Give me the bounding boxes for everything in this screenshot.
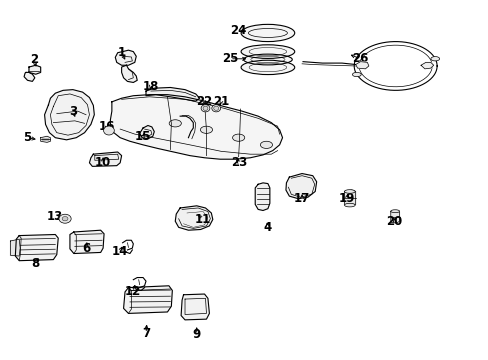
Text: 25: 25	[221, 52, 238, 65]
Text: 11: 11	[195, 213, 211, 226]
Text: 20: 20	[386, 215, 402, 228]
Text: 7: 7	[142, 327, 150, 340]
Text: 21: 21	[213, 95, 229, 108]
Text: 17: 17	[293, 192, 309, 205]
Ellipse shape	[211, 105, 220, 112]
Text: 24: 24	[230, 24, 246, 37]
Ellipse shape	[213, 106, 218, 111]
Polygon shape	[115, 50, 136, 65]
Text: 12: 12	[124, 285, 140, 298]
Text: 4: 4	[263, 221, 271, 234]
Text: 15: 15	[135, 130, 151, 143]
Polygon shape	[355, 62, 368, 69]
Ellipse shape	[103, 126, 114, 135]
Polygon shape	[146, 87, 199, 101]
Ellipse shape	[243, 54, 292, 65]
Text: 16: 16	[99, 121, 115, 134]
Ellipse shape	[352, 72, 361, 77]
Text: 14: 14	[112, 244, 128, 257]
Text: 3: 3	[69, 105, 77, 118]
Ellipse shape	[241, 45, 294, 58]
Ellipse shape	[59, 214, 71, 223]
Ellipse shape	[241, 60, 294, 75]
Text: 18: 18	[142, 80, 159, 93]
Polygon shape	[140, 126, 154, 139]
Text: 10: 10	[95, 156, 111, 168]
Polygon shape	[123, 286, 172, 314]
Polygon shape	[175, 206, 212, 230]
Polygon shape	[285, 174, 316, 199]
Ellipse shape	[344, 190, 354, 193]
Text: 8: 8	[32, 257, 40, 270]
Polygon shape	[390, 211, 399, 223]
Polygon shape	[181, 294, 209, 320]
Polygon shape	[15, 234, 58, 261]
Ellipse shape	[430, 57, 439, 61]
Ellipse shape	[390, 210, 399, 213]
Polygon shape	[44, 90, 94, 140]
Text: 1: 1	[117, 46, 125, 59]
Polygon shape	[89, 152, 122, 166]
Text: 6: 6	[81, 242, 90, 255]
Text: 19: 19	[338, 192, 354, 205]
Polygon shape	[420, 62, 433, 69]
Polygon shape	[10, 239, 20, 256]
Polygon shape	[41, 136, 50, 142]
Ellipse shape	[62, 217, 68, 221]
Ellipse shape	[201, 105, 209, 112]
Polygon shape	[24, 72, 35, 81]
Ellipse shape	[344, 203, 354, 207]
Polygon shape	[122, 65, 137, 82]
Ellipse shape	[260, 141, 272, 148]
Ellipse shape	[200, 126, 212, 134]
Text: 2: 2	[30, 53, 38, 66]
Ellipse shape	[232, 134, 244, 141]
Ellipse shape	[169, 120, 181, 127]
Polygon shape	[110, 95, 282, 159]
Polygon shape	[344, 190, 355, 206]
Ellipse shape	[203, 106, 207, 111]
Text: 9: 9	[192, 328, 201, 341]
Ellipse shape	[241, 24, 294, 41]
Text: 5: 5	[23, 131, 32, 144]
Text: 26: 26	[352, 52, 368, 65]
Polygon shape	[29, 65, 41, 74]
Text: 22: 22	[196, 95, 212, 108]
Text: 23: 23	[231, 156, 247, 169]
Text: 13: 13	[47, 210, 63, 223]
Polygon shape	[255, 183, 269, 211]
Polygon shape	[70, 230, 104, 253]
